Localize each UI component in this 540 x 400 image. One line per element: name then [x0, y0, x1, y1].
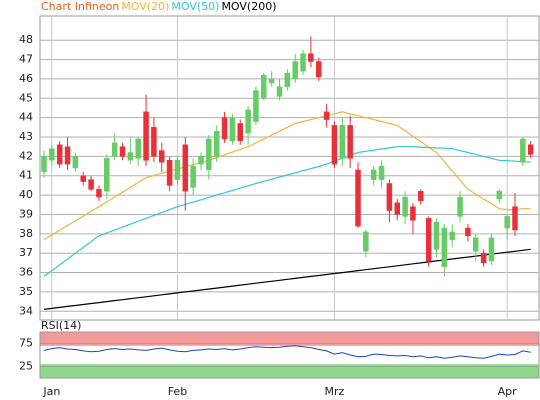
candle-body — [166, 160, 173, 186]
candle-body — [316, 61, 322, 78]
moving-average-line — [43, 146, 531, 277]
legend-entry: MOV(50) — [171, 0, 219, 13]
rsi-band — [40, 364, 539, 378]
candle-body — [182, 144, 189, 192]
candle-body — [331, 125, 338, 165]
candle-body — [284, 72, 291, 87]
candle-body — [512, 206, 518, 231]
x-tick-label: Mrz — [325, 385, 345, 398]
candle-body — [457, 196, 463, 217]
candle-body — [261, 74, 267, 99]
y-tick-label: 34 — [19, 304, 33, 317]
plot-border — [39, 331, 540, 379]
candle-body — [504, 216, 510, 229]
candle-body — [355, 169, 361, 227]
y-tick-label: 47 — [19, 53, 33, 66]
candle-body — [135, 138, 141, 159]
candle-body — [190, 165, 196, 188]
y-tick-label: 46 — [19, 72, 33, 85]
y-tick-label: 43 — [19, 130, 33, 143]
y-tick-label: 25 — [19, 360, 33, 373]
legend-entry: MOV(200) — [221, 0, 276, 13]
candle-body — [41, 156, 47, 173]
y-tick-label: 75 — [19, 337, 33, 350]
candle-body — [198, 156, 204, 165]
candle-body — [394, 202, 400, 215]
candle-body — [49, 148, 55, 161]
candle-body — [520, 138, 526, 163]
candle-body — [276, 86, 283, 97]
candle-body — [237, 123, 243, 142]
rsi-band — [40, 332, 539, 346]
candle-body — [64, 146, 71, 165]
candle-body — [245, 109, 251, 134]
legend: Chart Infineon MOV(20) MOV(50) MOV(200) — [41, 0, 277, 13]
candle-body — [72, 156, 79, 169]
plot-area — [39, 15, 540, 321]
candle-body — [213, 130, 220, 157]
candle-body — [253, 90, 259, 122]
candle-body — [221, 117, 228, 140]
panel-title: RSI(14) — [41, 319, 81, 332]
candle-body — [425, 218, 432, 262]
candle-body — [527, 144, 534, 155]
moving-average-line — [43, 111, 531, 241]
y-tick-label: 41 — [19, 169, 33, 182]
candle-body — [480, 252, 487, 264]
y-tick-label: 44 — [19, 111, 33, 124]
candle-body — [300, 53, 306, 72]
candle-body — [496, 190, 503, 200]
candle-body — [268, 78, 275, 84]
y-tick-label: 42 — [19, 149, 33, 162]
candle-body — [386, 183, 393, 211]
y-tick-label: 37 — [19, 246, 33, 259]
legend-entry: MOV(20) — [121, 0, 169, 13]
candle-body — [323, 111, 330, 120]
x-tick-label: Feb — [168, 385, 187, 398]
candle-body — [229, 117, 236, 142]
candle-body — [111, 142, 118, 157]
candle-body — [378, 165, 385, 180]
candle-body — [441, 227, 448, 268]
x-tick-label: Jan — [42, 385, 60, 398]
candle-body — [347, 125, 353, 159]
moving-average-line — [43, 248, 531, 310]
candle-body — [206, 138, 212, 171]
candle-body — [159, 150, 165, 163]
y-tick-label: 36 — [19, 266, 33, 279]
y-tick-label: 48 — [19, 33, 33, 46]
candle-body — [174, 160, 181, 180]
y-tick-label: 40 — [19, 188, 33, 201]
candle-body — [151, 127, 157, 157]
candle-body — [339, 125, 346, 159]
candle-body — [119, 146, 126, 157]
candle-body — [449, 231, 455, 240]
candle-body — [410, 206, 416, 221]
candle-body — [308, 53, 314, 62]
candle-body — [473, 237, 479, 252]
rsi-line — [43, 345, 531, 359]
y-tick-label: 38 — [19, 227, 33, 240]
y-tick-label: 39 — [19, 207, 33, 220]
chart-title: Chart Infineon — [41, 0, 119, 13]
candle-body — [143, 111, 149, 161]
candle-body — [418, 190, 424, 202]
candle-body — [363, 231, 369, 252]
candle-body — [433, 221, 440, 250]
candle-body — [292, 61, 298, 80]
candle-body — [80, 175, 86, 182]
candle-body — [96, 189, 102, 198]
candle-body — [127, 152, 134, 161]
candle-body — [465, 227, 471, 237]
candle-body — [402, 196, 408, 217]
y-tick-label: 35 — [19, 285, 33, 298]
candle-body — [56, 144, 63, 165]
x-tick-label: Apr — [498, 385, 518, 398]
candle-body — [370, 169, 377, 180]
y-tick-label: 45 — [19, 91, 33, 104]
candle-body — [104, 158, 110, 192]
candle-body — [88, 179, 94, 190]
candle-body — [488, 237, 495, 262]
